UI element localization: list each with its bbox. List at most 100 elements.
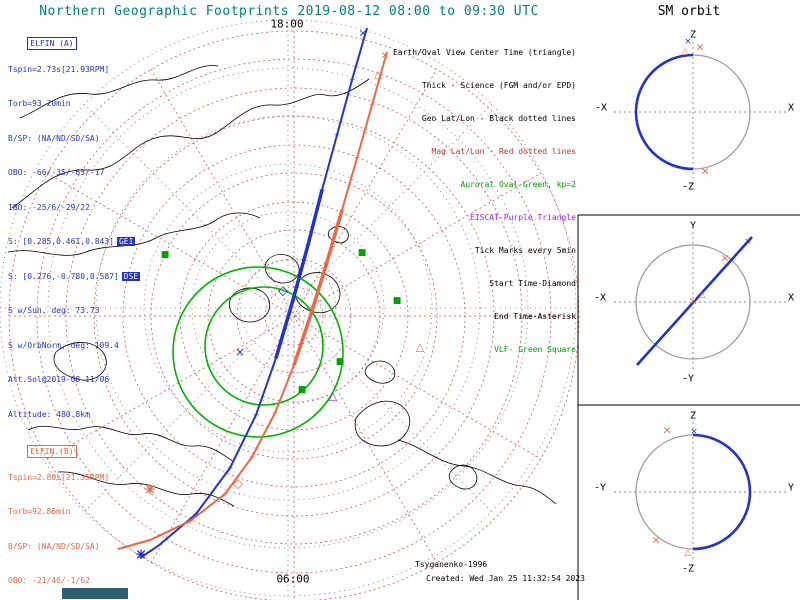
tick-mark-b: + — [222, 490, 229, 499]
info-line: Altitude: 480.8km — [8, 409, 90, 419]
info-line-s-dse: S: [0.276,-0.780,0.587] DSE — [8, 271, 141, 283]
tick-mark-b: + — [354, 154, 361, 163]
coastline — [7, 212, 261, 256]
vlf-square: ■ — [393, 296, 402, 306]
orbit-circle — [692, 54, 751, 170]
tick-mark-b: + — [291, 361, 298, 370]
geo-lat-circle — [191, 211, 385, 405]
orbit-marker-b: × — [700, 165, 709, 178]
tick-mark-a: + — [273, 354, 280, 363]
axis-label: -Z — [681, 181, 695, 193]
mag-lat-circle — [150, 172, 438, 460]
elfin-a-track — [139, 27, 368, 559]
tick-mark-b: + — [308, 310, 315, 319]
coastline — [19, 65, 219, 119]
legend-line: Geo Lat/Lon - Black dotted lines — [421, 114, 576, 123]
auroral-oval-inner — [204, 286, 324, 406]
info-line: B/SP: (NA/ND/SD/SA) — [8, 133, 100, 143]
coastline — [11, 78, 370, 209]
axis-label: -Y — [681, 373, 695, 385]
legend-line: Auroral Oval-Green, kp=2 — [460, 180, 576, 189]
info-line: IBO: -25/6/-29/22 — [8, 202, 90, 212]
tick-mark-a: + — [305, 241, 312, 250]
vlf-square: ■ — [298, 385, 307, 395]
tick-mark-b: + — [324, 258, 331, 267]
orbit-circle — [635, 244, 751, 360]
legend-line: EISCAT-Purple Triangle — [470, 213, 576, 222]
axis-label: -Z — [681, 563, 695, 575]
coastline-island — [327, 226, 349, 244]
axis-label: Y — [787, 482, 795, 494]
info-line: Tspin=2.80s[21.35RPM] — [8, 472, 110, 482]
created-timestamp: Created: Wed Jan 25 11:32:54 2023 — [426, 574, 585, 583]
model-label: Tsyganenko-1996 — [415, 560, 488, 569]
tick-mark-b: + — [187, 517, 194, 526]
axis-label: X — [787, 102, 795, 114]
tick-mark-a: + — [193, 510, 200, 519]
elfin-b-track — [117, 51, 388, 550]
info-line: Torb=93.20min — [8, 99, 71, 108]
legend-line: Thick - Science (FGM and/or EPD) — [421, 81, 576, 90]
bottom-left-box — [62, 588, 128, 599]
gei-tag: GEI — [116, 237, 136, 246]
axis-label: Y — [689, 220, 697, 232]
dse-tag: DSE — [121, 271, 141, 281]
info-line-s-gei: S: [0.285,0.461,0.843] GEI — [8, 236, 140, 248]
tick-mark-a: + — [290, 296, 297, 305]
orbit-triangle: △ — [682, 47, 689, 57]
info-line-text: S: [0.276,-0.780,0.587] — [8, 271, 119, 281]
coastline-island — [228, 287, 271, 323]
legend-line: VLF- Green Square — [494, 345, 576, 354]
coastline-island — [448, 464, 478, 490]
orbit-marker-b: × — [662, 424, 671, 437]
elfin-b-track-science — [292, 209, 344, 366]
eiscat-triangle: △ — [329, 390, 338, 403]
orbit-marker-a: × — [744, 237, 752, 247]
info-line: Tspin=2.73s[21.93RPM] — [8, 64, 110, 74]
legend-line: Mag Lat/Lon - Red dotted lines — [431, 147, 577, 156]
info-line: S w/Sun, deg: 73.73 — [8, 306, 100, 315]
mag-lat-circle — [8, 30, 580, 600]
end-asterisk-a: × — [135, 545, 148, 563]
tick-mark-a: + — [227, 464, 234, 473]
tick-mark-a: + — [319, 186, 326, 195]
tick-mark-a: + — [349, 76, 356, 85]
tick-mark-b: + — [272, 409, 279, 418]
footpoint-x-a: × — [235, 345, 245, 359]
orbit-triangle: △ — [685, 548, 692, 558]
orbit-track — [634, 53, 694, 171]
tick-mark-a: + — [253, 411, 260, 420]
orbit-track — [692, 433, 752, 551]
coastline — [57, 471, 235, 507]
coastline — [27, 425, 235, 463]
vlf-square: ■ — [161, 250, 170, 260]
axis-label: -X — [593, 292, 607, 304]
coastline-scandinavia — [354, 400, 411, 447]
legend-line: End Time-Asterisk — [494, 312, 576, 321]
elfin-a-label: ELFIN (A) — [27, 36, 77, 50]
orbit-circle — [635, 434, 694, 550]
orbit-marker-b: × — [695, 41, 704, 54]
axis-label: -X — [594, 102, 608, 114]
info-line: B/SP: (NA/ND/SD/SA) — [8, 541, 100, 551]
sm-orbit-title: SM orbit — [657, 4, 721, 19]
info-line: S w/OrbNorm, deg: 109.4 — [8, 340, 119, 350]
figure-title: Northern Geographic Footprints 2019-08-1… — [39, 4, 539, 19]
coastline-greenland — [294, 272, 341, 314]
legend-line: Tick Marks every 5min — [474, 246, 576, 255]
geo-lat-circle — [143, 163, 433, 453]
clock-label-18: 18:00 — [270, 17, 304, 31]
elfin-b-info: ELFIN (B) Tspin=2.80s[21.35RPM] Torb=92.… — [8, 433, 145, 600]
tick-mark-b: + — [369, 101, 376, 110]
legend-line: Earth/Oval View Center Time (triangle) — [392, 48, 576, 57]
end-asterisk-b: × — [144, 480, 157, 498]
end-asterisk-a: + — [135, 545, 148, 563]
elfin-b-label: ELFIN (B) — [27, 444, 77, 458]
end-asterisk-b: + — [144, 480, 157, 498]
tick-mark-b: + — [339, 206, 346, 215]
tick-mark-b: + — [249, 453, 256, 462]
center-time-triangle: △ — [416, 341, 425, 354]
info-line: OBO: -21/46/-1/62 — [8, 576, 90, 585]
legend: Earth/Oval View Center Time (triangle) T… — [393, 25, 576, 377]
